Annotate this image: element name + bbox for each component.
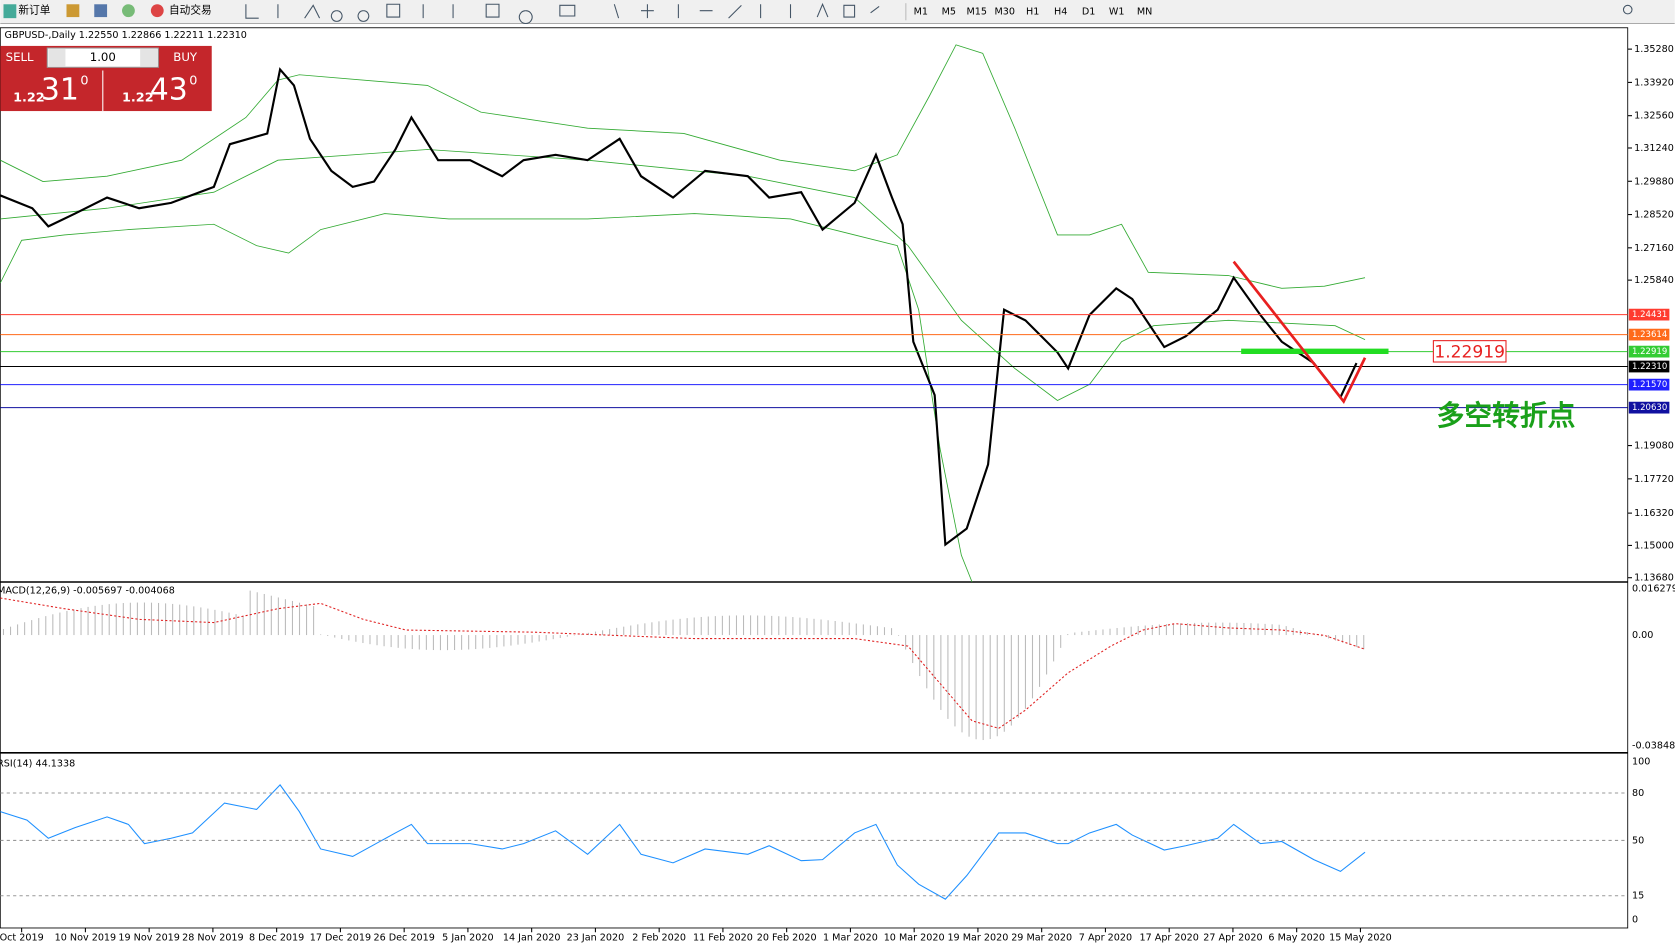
buy-pips[interactable]: 43 <box>150 72 188 107</box>
timeframe-button[interactable]: D1 <box>1082 7 1096 18</box>
date-label: 14 Jan 2020 <box>503 933 561 944</box>
buy-sup[interactable]: 0 <box>189 74 197 89</box>
level-label-bg <box>1628 378 1670 391</box>
date-label: 26 Dec 2019 <box>373 933 434 944</box>
level-label-bg <box>1628 401 1670 414</box>
timeframe-button[interactable]: M15 <box>966 7 987 18</box>
level-label-bg <box>1628 360 1670 373</box>
search[interactable] <box>1622 4 1633 15</box>
toolbar <box>0 0 1675 24</box>
upper-band <box>0 44 1366 289</box>
price-tick-label: 1.33920 <box>1634 77 1674 88</box>
date-label: Oct 2019 <box>0 933 44 944</box>
auto-trading[interactable]: 自动交易 <box>169 4 212 17</box>
rsi-tick-label: 15 <box>1632 891 1644 902</box>
date-label: 28 Nov 2019 <box>182 933 244 944</box>
rsi-label: RSI(14) 44.1338 <box>0 759 75 770</box>
lower-band <box>0 213 973 583</box>
level-label-bg <box>1628 328 1670 341</box>
date-label: 1 Mar 2020 <box>823 933 878 944</box>
date-label: 15 May 2020 <box>1329 933 1392 944</box>
macd-tick-label: 0.00 <box>1632 630 1653 641</box>
timeframe-button[interactable]: W1 <box>1109 7 1125 18</box>
sell-button[interactable]: SELL <box>6 50 34 64</box>
date-label: 19 Mar 2020 <box>947 933 1008 944</box>
level-label: 1.24431 <box>1632 310 1667 320</box>
sell-pips[interactable]: 31 <box>41 72 79 107</box>
new-order[interactable]: 新订单 <box>18 4 50 17</box>
price-tick-label: 1.27160 <box>1634 243 1674 254</box>
date-label: 17 Dec 2019 <box>310 933 371 944</box>
date-label: 27 Apr 2020 <box>1203 933 1262 944</box>
level-label-bg <box>1628 308 1670 321</box>
price-tick-label: 1.16320 <box>1634 508 1674 519</box>
date-label: 10 Nov 2019 <box>55 933 117 944</box>
new-order-icon[interactable] <box>3 4 17 19</box>
price-tick-label: 1.31240 <box>1634 143 1674 154</box>
level-label: 1.22310 <box>1632 362 1667 372</box>
level-label: 1.22919 <box>1632 347 1667 357</box>
level-label: 1.21570 <box>1632 380 1667 390</box>
macd-tick-label: 0.016279 <box>1632 583 1675 594</box>
date-label: 6 May 2020 <box>1268 933 1325 944</box>
icon[interactable] <box>94 4 108 18</box>
chart-area <box>0 27 1629 929</box>
annotation-price: 1.22919 <box>1434 342 1505 362</box>
rsi-tick-label: 50 <box>1632 835 1644 846</box>
timeframe-button[interactable]: MN <box>1137 7 1152 18</box>
date-label: 2 Feb 2020 <box>632 933 686 944</box>
rsi-tick-label: 0 <box>1632 914 1638 925</box>
price-tick-label: 1.28520 <box>1634 210 1674 221</box>
icon[interactable] <box>122 4 135 18</box>
sell-sup[interactable]: 0 <box>80 74 88 89</box>
date-label: 8 Dec 2019 <box>249 933 304 944</box>
annotation-text: 多空转折点 <box>1437 399 1576 432</box>
price-tick-label: 1.29880 <box>1634 176 1674 187</box>
date-label: 17 Apr 2020 <box>1139 933 1198 944</box>
date-label: 7 Apr 2020 <box>1079 933 1132 944</box>
middle-band <box>0 149 1366 401</box>
tool-icons[interactable] <box>245 2 880 25</box>
icon[interactable] <box>66 4 80 18</box>
date-label: 5 Jan 2020 <box>442 933 493 944</box>
price-tick-label: 1.25840 <box>1634 275 1674 286</box>
macd-tick-label: -0.038485 <box>1632 740 1675 751</box>
date-label: 19 Nov 2019 <box>118 933 180 944</box>
date-label: 10 Mar 2020 <box>884 933 945 944</box>
macd-signal <box>0 597 1366 729</box>
level-label-bg <box>1628 345 1670 358</box>
price-tick-label: 1.13680 <box>1634 573 1674 584</box>
trend-arrow <box>1232 260 1367 405</box>
price-tick-label: 1.17720 <box>1634 474 1674 485</box>
date-label: 11 Feb 2020 <box>693 933 753 944</box>
annotation-box <box>1432 340 1507 363</box>
rsi-tick-label: 80 <box>1632 788 1644 799</box>
date-label: 23 Jan 2020 <box>567 933 625 944</box>
price-tick-label: 1.19080 <box>1634 441 1674 452</box>
macd-label: MACD(12,26,9) -0.005697 -0.004068 <box>0 586 175 597</box>
timeframe-button[interactable]: M5 <box>942 7 956 18</box>
price-tick-label: 1.35280 <box>1634 44 1674 55</box>
symbol-header: GBPUSD-,Daily 1.22550 1.22866 1.22211 1.… <box>5 30 247 41</box>
rsi-tick-label: 100 <box>1632 756 1650 767</box>
timeframe-button[interactable]: H1 <box>1026 7 1039 18</box>
auto-trading-icon[interactable] <box>150 4 164 18</box>
sell-price-big[interactable]: 1.22 <box>13 91 45 106</box>
price-tick-label: 1.32560 <box>1634 111 1674 122</box>
date-label: 29 Mar 2020 <box>1011 933 1072 944</box>
price-tick-label: 1.15000 <box>1634 540 1674 551</box>
timeframe-button[interactable]: H4 <box>1054 7 1067 18</box>
date-label: 20 Feb 2020 <box>757 933 817 944</box>
level-label: 1.20630 <box>1632 403 1667 413</box>
lot-size[interactable]: 1.00 <box>90 50 116 64</box>
one-click-trading: SELL 1.00 BUY 1.22 31 0 1.22 43 0 <box>0 45 212 112</box>
buy-button[interactable]: BUY <box>173 50 198 64</box>
level-label: 1.23614 <box>1632 330 1667 340</box>
timeframe-button[interactable]: M30 <box>994 7 1015 18</box>
price-path <box>0 67 1358 547</box>
buy-price-big[interactable]: 1.22 <box>122 91 154 106</box>
timeframe-button[interactable]: M1 <box>914 7 928 18</box>
